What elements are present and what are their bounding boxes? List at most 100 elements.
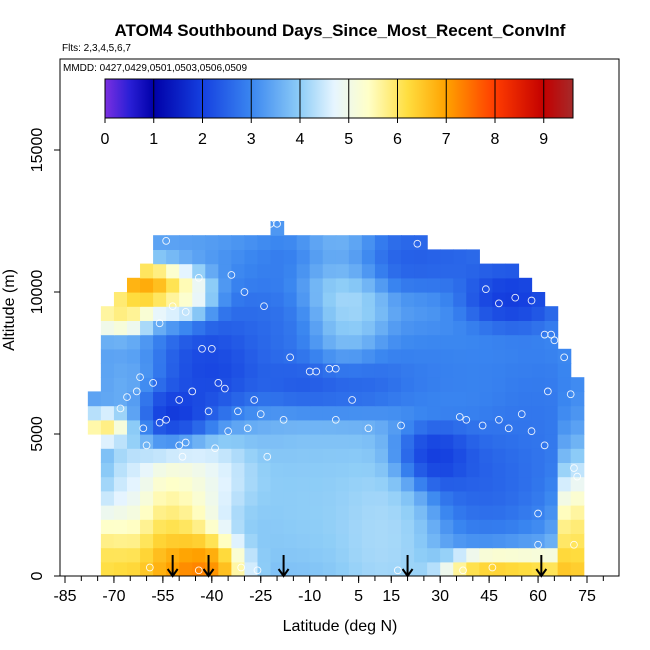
heatmap-cell: [244, 306, 259, 321]
heatmap-cell: [348, 490, 363, 506]
observation-point: [478, 421, 487, 430]
heatmap-cell: [257, 249, 272, 265]
heatmap-cell: [270, 235, 285, 250]
heatmap-cell: [309, 490, 324, 506]
observation-point: [155, 418, 164, 427]
heatmap-cell: [257, 292, 272, 307]
observation-point: [162, 237, 170, 245]
heatmap-cell: [257, 277, 272, 293]
heatmap-cell: [570, 448, 585, 463]
heatmap-cell: [322, 348, 337, 364]
heatmap-cell: [544, 476, 559, 492]
heatmap-cell: [374, 533, 389, 549]
colorbar-ticks: 0 1 2 3 4 5 6 7 8 9: [101, 79, 548, 148]
heatmap-cell: [179, 263, 193, 279]
heatmap-cell: [309, 476, 324, 492]
heatmap-cell: [153, 292, 167, 307]
heatmap-cell: [335, 334, 350, 350]
heatmap-cell: [179, 434, 193, 449]
heatmap-cell: [244, 533, 259, 549]
heatmap-cell: [361, 363, 376, 378]
heatmap-cell: [218, 462, 232, 478]
heatmap-cell: [126, 561, 141, 576]
heatmap-cell: [244, 547, 259, 563]
heatmap-cell: [153, 306, 167, 321]
heatmap-cell: [544, 419, 559, 435]
heatmap-cell: [401, 505, 415, 520]
heatmap-cell: [518, 377, 533, 392]
heatmap-cell: [218, 448, 232, 463]
observation-point: [162, 415, 170, 424]
heatmap-cell: [427, 533, 441, 549]
heatmap-cell: [531, 462, 546, 478]
heatmap-cell: [192, 391, 206, 407]
heatmap-cell: [401, 533, 415, 549]
heatmap-cell: [414, 292, 428, 307]
heatmap-cell: [205, 405, 219, 421]
observation-point: [573, 472, 582, 481]
heatmap-cell: [218, 476, 232, 492]
heatmap-cell: [348, 547, 363, 563]
heatmap-cell: [531, 363, 546, 378]
heatmap-cell: [466, 547, 480, 563]
heatmap-cell: [557, 448, 572, 463]
heatmap-cell: [113, 405, 128, 421]
heatmap-cell: [166, 462, 180, 478]
heatmap-cell: [544, 462, 559, 478]
heatmap-cell: [283, 235, 298, 250]
heatmap-cell: [427, 306, 441, 321]
heatmap-cell: [296, 292, 311, 307]
heatmap-cell: [113, 363, 128, 378]
heatmap-cell: [244, 405, 259, 421]
observation-point: [139, 424, 148, 433]
heatmap-cell: [466, 292, 480, 307]
heatmap-cell: [100, 405, 115, 421]
heatmap-cell: [414, 263, 428, 279]
heatmap-cell: [126, 505, 141, 520]
heatmap-cell: [414, 434, 428, 449]
heatmap-cell: [570, 462, 585, 478]
heatmap-cell: [531, 533, 546, 549]
heatmap-cell: [153, 462, 167, 478]
heatmap-cell: [387, 476, 402, 492]
heatmap-cell: [544, 320, 559, 336]
heatmap-cell: [453, 377, 467, 392]
heatmap-cell: [192, 490, 206, 506]
heatmap-cell: [283, 363, 298, 378]
heatmap-cell: [283, 547, 298, 563]
heatmap-cell: [218, 320, 232, 336]
heatmap-cell: [505, 306, 520, 321]
heatmap-cell: [374, 405, 389, 421]
heatmap-cell: [322, 277, 337, 293]
heatmap-cell: [126, 277, 141, 293]
observation-point: [331, 364, 340, 373]
observation-point: [253, 566, 262, 575]
heatmap-cell: [100, 363, 115, 378]
heatmap-cell: [361, 320, 376, 336]
heatmap-cell: [322, 292, 337, 307]
heatmap-cell: [335, 476, 350, 492]
heatmap-cell: [113, 547, 128, 563]
heatmap-cell: [440, 476, 454, 492]
heatmap-cell: [453, 519, 467, 534]
heatmap-cell: [283, 292, 298, 307]
heatmap-cell: [531, 348, 546, 364]
heatmap-cell: [361, 263, 376, 279]
heatmap-cell: [374, 334, 389, 350]
heatmap-cell: [335, 547, 350, 563]
heatmap-cell: [335, 462, 350, 478]
heatmap-cell: [557, 561, 572, 576]
heatmap-cell: [153, 391, 167, 407]
heatmap-cell: [166, 434, 180, 449]
heatmap-cell: [296, 462, 311, 478]
heatmap-cell: [113, 505, 128, 520]
heatmap-cell: [179, 391, 193, 407]
observation-point: [132, 387, 141, 396]
heatmap-cell: [361, 476, 376, 492]
heatmap-cell: [205, 363, 219, 378]
heatmap-cell: [348, 320, 363, 336]
heatmap-cell: [179, 419, 193, 435]
heatmap-cell: [361, 405, 376, 421]
heatmap-cell: [505, 405, 520, 421]
observation-point: [273, 219, 281, 228]
